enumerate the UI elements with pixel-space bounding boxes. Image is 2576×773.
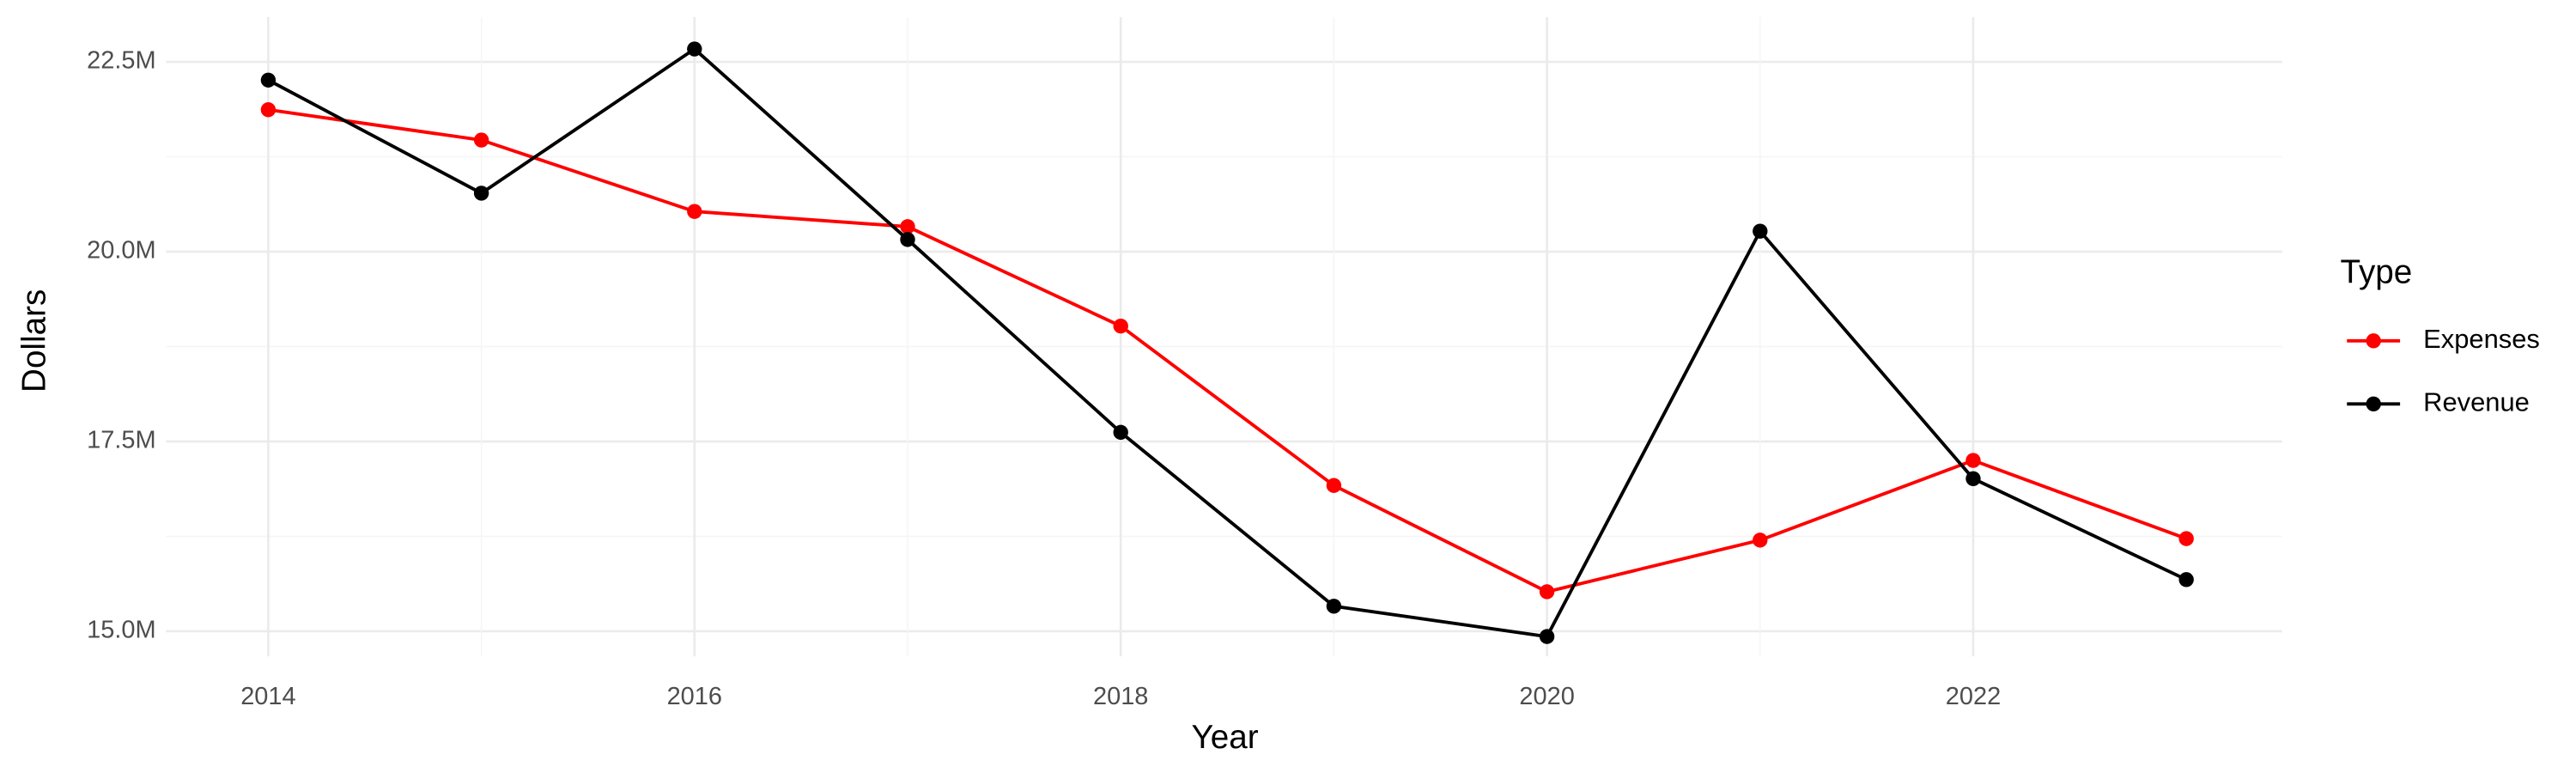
data-point	[473, 186, 489, 201]
data-point	[473, 132, 489, 148]
data-point	[1326, 478, 1342, 493]
grid	[166, 16, 2282, 657]
data-point	[1113, 424, 1128, 441]
x-tick-label: 2014	[240, 683, 295, 710]
y-axis-title: Dollars	[16, 289, 53, 393]
data-point	[260, 102, 276, 118]
y-tick-label: 20.0M	[87, 237, 156, 265]
data-point	[1539, 629, 1555, 644]
x-tick-label: 2018	[1093, 683, 1148, 710]
data-point	[1539, 584, 1555, 600]
data-point	[1753, 533, 1768, 548]
legend-marker	[2366, 333, 2381, 349]
series-line	[268, 107, 2187, 594]
legend-label: Revenue	[2423, 386, 2530, 417]
legend-label: Expenses	[2423, 324, 2540, 354]
legend-title: Type	[2341, 254, 2413, 291]
data-point	[687, 204, 702, 219]
data-point	[1965, 471, 1981, 486]
y-tick-label: 15.0M	[87, 617, 156, 644]
data-point	[2178, 531, 2194, 546]
data-point	[260, 72, 276, 88]
y-tick-label: 17.5M	[87, 427, 156, 454]
x-tick-label: 2020	[1519, 683, 1574, 710]
legend-marker	[2366, 396, 2381, 411]
series-line	[267, 46, 2188, 639]
data-point	[1326, 599, 1342, 614]
y-tick-label: 22.5M	[87, 47, 156, 75]
x-axis-title: Year	[1192, 719, 1259, 756]
data-point	[1113, 318, 1128, 334]
data-point	[900, 232, 915, 247]
x-tick-label: 2016	[667, 683, 722, 710]
data-point	[1965, 453, 1981, 468]
data-point	[900, 219, 915, 234]
data-point	[1753, 223, 1768, 239]
data-point	[687, 41, 702, 57]
x-tick-label: 2022	[1946, 683, 2001, 710]
data-point	[2178, 572, 2194, 587]
